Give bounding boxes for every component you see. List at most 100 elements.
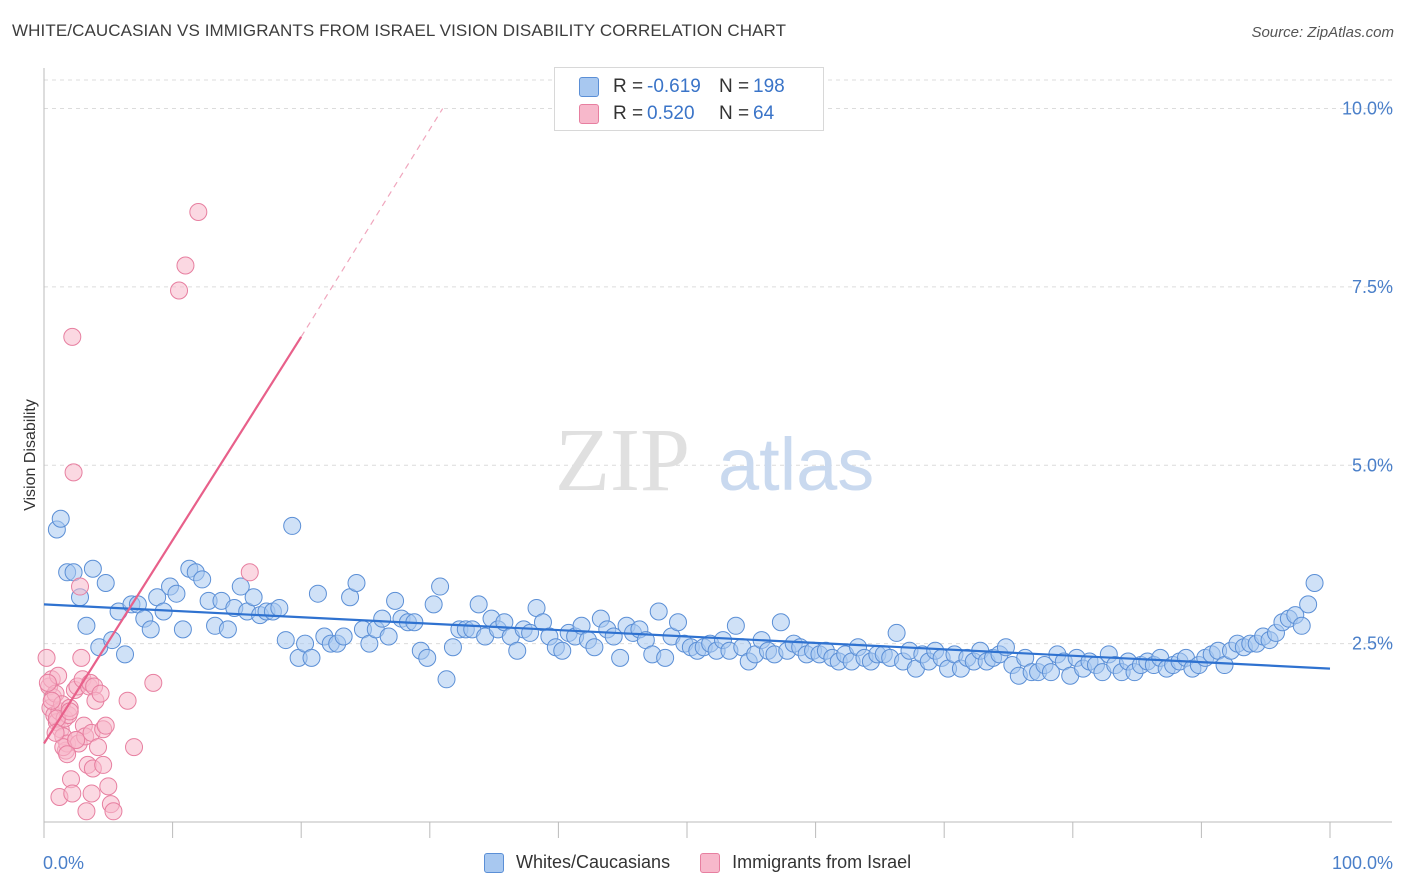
point-israel xyxy=(82,784,101,803)
point-whites xyxy=(1292,616,1311,635)
trend-line-israel-extension xyxy=(300,108,444,338)
point-whites xyxy=(437,670,456,689)
point-whites xyxy=(308,584,327,603)
y-axis-label: Vision Disability xyxy=(22,399,39,511)
point-whites xyxy=(347,573,366,592)
point-israel xyxy=(104,802,123,821)
point-israel xyxy=(176,256,195,275)
point-whites xyxy=(649,602,668,621)
point-israel xyxy=(94,755,113,774)
point-whites xyxy=(726,616,745,635)
correlation-legend: R = -0.619 N = 198 R = 0.520 N = 64 xyxy=(554,67,824,131)
point-israel xyxy=(96,716,115,735)
series-legend: Whites/Caucasians Immigrants from Israel xyxy=(484,852,941,873)
point-israel xyxy=(71,577,90,596)
point-israel xyxy=(63,327,82,346)
point-whites xyxy=(553,641,572,660)
point-israel xyxy=(38,673,57,692)
point-whites xyxy=(302,648,321,667)
point-whites xyxy=(276,631,295,650)
grid-lines xyxy=(44,79,1392,645)
legend-label-whites: Whites/Caucasians xyxy=(516,852,671,872)
trend-line-whites xyxy=(43,603,1331,670)
legend-n-label: N = xyxy=(719,76,750,97)
point-israel xyxy=(125,738,144,757)
point-israel xyxy=(170,281,189,300)
watermark-atlas: atlas xyxy=(718,423,874,506)
point-whites xyxy=(283,516,302,535)
y-tick-label: 7.5% xyxy=(1352,277,1393,297)
legend-r-value: 0.520 xyxy=(647,103,695,124)
point-whites xyxy=(469,595,488,614)
point-israel xyxy=(89,738,108,757)
point-whites xyxy=(656,648,675,667)
watermark: ZIP atlas xyxy=(555,411,874,510)
point-whites xyxy=(193,570,212,589)
x-tick-label-max: 100.0% xyxy=(1332,853,1393,873)
point-whites xyxy=(373,609,392,628)
tick-labels: 2.5% 5.0% 7.5% 10.0% 0.0% 100.0% xyxy=(43,99,1393,873)
point-israel xyxy=(240,563,259,582)
legend-n-label: N = xyxy=(719,103,750,124)
point-whites xyxy=(244,588,263,607)
point-israel xyxy=(77,802,96,821)
point-whites xyxy=(231,577,250,596)
point-israel xyxy=(118,691,137,710)
legend-row-israel: R = 0.520 N = 64 xyxy=(579,102,774,126)
scatter-points xyxy=(37,202,1324,821)
legend-r-label: R = xyxy=(613,76,644,97)
point-whites xyxy=(585,638,604,657)
point-whites xyxy=(1041,663,1060,682)
legend-n-value: 198 xyxy=(753,76,785,97)
point-israel xyxy=(99,777,118,796)
chart-title: WHITE/CAUCASIAN VS IMMIGRANTS FROM ISRAE… xyxy=(12,21,787,40)
trend-lines xyxy=(43,108,1331,745)
point-israel xyxy=(63,784,82,803)
point-israel xyxy=(64,463,83,482)
point-whites xyxy=(334,627,353,646)
legend-r-value: -0.619 xyxy=(647,76,701,97)
point-whites xyxy=(167,584,186,603)
y-tick-label: 2.5% xyxy=(1352,634,1393,654)
source-label: Source: ZipAtlas.com xyxy=(1251,24,1394,41)
legend-n-value: 64 xyxy=(753,103,775,124)
point-whites xyxy=(1305,573,1324,592)
y-tick-label: 5.0% xyxy=(1352,455,1393,475)
point-whites xyxy=(386,591,405,610)
point-whites xyxy=(771,613,790,632)
x-tick-label-min: 0.0% xyxy=(43,853,84,873)
point-whites xyxy=(887,623,906,642)
legend-swatch-whites xyxy=(579,77,599,97)
point-whites xyxy=(611,648,630,667)
point-whites xyxy=(668,613,687,632)
point-whites xyxy=(443,638,462,657)
y-tick-label: 10.0% xyxy=(1342,99,1393,119)
point-whites xyxy=(218,620,237,639)
point-israel xyxy=(58,745,77,764)
point-israel xyxy=(37,648,56,667)
watermark-zip: ZIP xyxy=(555,411,690,510)
trend-line-israel xyxy=(43,336,303,745)
point-whites xyxy=(83,559,102,578)
point-whites xyxy=(431,577,450,596)
point-israel xyxy=(72,648,91,667)
point-whites xyxy=(1299,595,1318,614)
legend-item-israel[interactable]: Immigrants from Israel xyxy=(700,852,911,873)
legend-label-israel: Immigrants from Israel xyxy=(732,852,912,872)
legend-r-label: R = xyxy=(613,103,644,124)
legend-swatch-israel xyxy=(579,104,599,124)
point-israel xyxy=(144,673,163,692)
point-whites xyxy=(77,616,96,635)
point-israel xyxy=(189,202,208,221)
legend-swatch-whites xyxy=(484,852,504,873)
point-whites xyxy=(96,573,115,592)
point-whites xyxy=(418,648,437,667)
legend-item-whites[interactable]: Whites/Caucasians xyxy=(484,852,670,873)
point-israel xyxy=(67,730,86,749)
point-whites xyxy=(270,598,289,617)
point-whites xyxy=(51,509,70,528)
point-israel xyxy=(91,684,110,703)
point-whites xyxy=(379,627,398,646)
point-whites xyxy=(508,641,527,660)
